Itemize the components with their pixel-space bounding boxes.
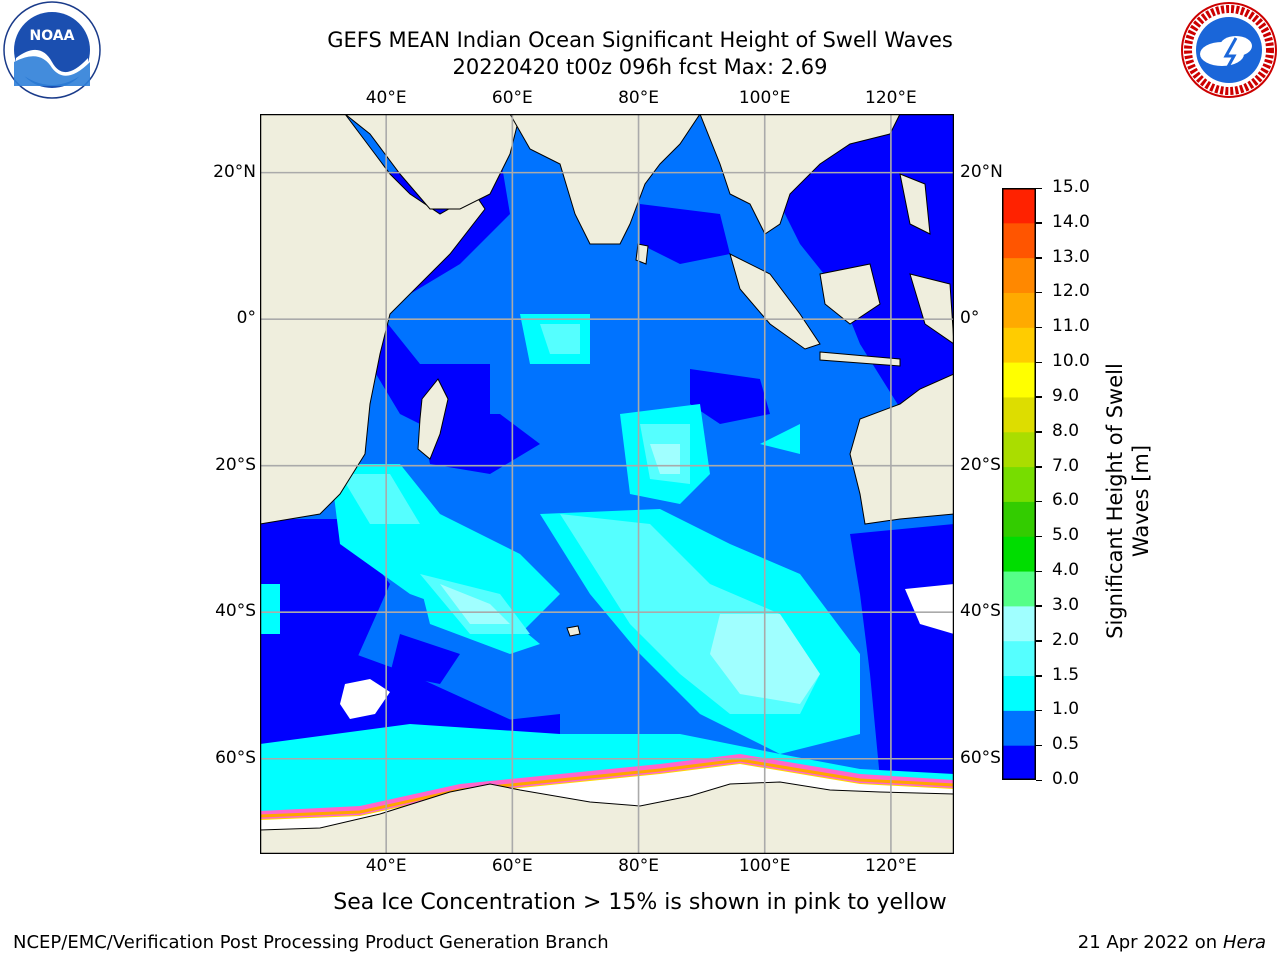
- lon-tick-label: 40°E: [365, 88, 407, 108]
- colorbar-segment: [1002, 466, 1036, 502]
- lon-tick-label: 120°E: [865, 88, 917, 108]
- colorbar-tick-label: 5.0: [1052, 525, 1080, 546]
- antarctica-land: [260, 781, 954, 854]
- noaa-logo: NOAA: [0, 0, 104, 104]
- india-land: [509, 114, 701, 245]
- lat-tick-label: 60°S: [215, 747, 256, 768]
- nws-logo: [1178, 0, 1280, 102]
- arabia-land: [344, 114, 521, 210]
- footer-right: 21 Apr 2022 on Hera: [1078, 932, 1266, 953]
- colorbar-tick-label: 7.0: [1052, 455, 1080, 476]
- colorbar-segment: [1002, 327, 1036, 363]
- lat-tick-label: 20°S: [215, 454, 256, 475]
- map-grid: [260, 114, 954, 854]
- colorbar-tick-label: 12.0: [1052, 281, 1090, 302]
- lat-tick-label: 60°S: [960, 747, 1001, 768]
- lat-tick-label: 20°S: [960, 454, 1001, 475]
- colorbar-segment: [1002, 605, 1036, 642]
- lon-tick-label: 60°E: [491, 88, 533, 108]
- colorbar-tick-mark: [1036, 361, 1042, 364]
- colorbar-tick-label: 1.5: [1052, 664, 1080, 685]
- lon-tick-label: 60°E: [491, 856, 533, 876]
- chart-title: GEFS MEAN Indian Ocean Significant Heigh…: [327, 28, 953, 52]
- colorbar-tick-label: 11.0: [1052, 316, 1090, 337]
- lat-tick-label: 20°N: [960, 161, 1003, 182]
- colorbar-segment: [1002, 396, 1036, 433]
- colorbar-tick-label: 6.0: [1052, 490, 1080, 511]
- madagascar-land: [417, 378, 449, 460]
- chart-subtitle: 20220420 t00z 096h fcst Max: 2.69: [452, 55, 828, 79]
- colorbar-tick-mark: [1036, 431, 1042, 433]
- colorbar-segment: [1002, 536, 1036, 572]
- colorbar-tick-mark: [1036, 605, 1042, 607]
- colorbar-segment: [1002, 571, 1036, 607]
- footer-host: Hera: [1222, 932, 1266, 953]
- colorbar-segment: [1002, 640, 1036, 677]
- colorbar-segment: [1002, 710, 1036, 746]
- lon-tick-label: 120°E: [865, 856, 917, 876]
- australia-land: [849, 373, 954, 525]
- colorbar-tick-mark: [1036, 570, 1042, 573]
- colorbar-tick-mark: [1036, 187, 1042, 189]
- colorbar-tick-label: 14.0: [1052, 211, 1090, 232]
- colorbar-segment: [1002, 501, 1036, 537]
- colorbar-tick-mark: [1036, 535, 1042, 538]
- colorbar-tick-mark: [1036, 466, 1042, 468]
- colorbar-tick-mark: [1036, 222, 1042, 224]
- lat-tick-label: 40°S: [215, 601, 256, 622]
- map-svg: [259, 113, 955, 855]
- colorbar-segment: [1002, 257, 1036, 293]
- map-panel: [259, 113, 955, 855]
- colorbar-segment: [1002, 362, 1036, 398]
- colorbar-tick-mark: [1036, 257, 1042, 259]
- sumatra-land: [729, 253, 821, 350]
- colorbar-tick-label: 1.0: [1052, 699, 1080, 720]
- colorbar-tick-label: 4.0: [1052, 560, 1080, 581]
- lat-tick-label: 0°: [960, 308, 980, 329]
- colorbar-tick-label: 8.0: [1052, 420, 1080, 441]
- colorbar-tick-mark: [1036, 675, 1042, 677]
- colorbar-segment: [1002, 292, 1036, 328]
- lat-tick-label: 20°N: [213, 161, 256, 182]
- colorbar-segment: [1002, 222, 1036, 259]
- colorbar-label-line2: Waves [m]: [1129, 444, 1153, 558]
- colorbar: [1002, 188, 1036, 781]
- lon-tick-label: 40°E: [365, 856, 407, 876]
- colorbar-tick-mark: [1036, 744, 1042, 747]
- colorbar-tick-label: 3.0: [1052, 594, 1080, 615]
- lon-tick-label: 80°E: [618, 88, 659, 108]
- sea-ice-caption: Sea Ice Concentration > 15% is shown in …: [333, 890, 947, 915]
- colorbar-tick-label: 10.0: [1052, 351, 1090, 372]
- colorbar-segment: [1002, 188, 1036, 224]
- colorbar-segment: [1002, 745, 1036, 781]
- colorbar-tick-mark: [1036, 709, 1042, 712]
- svg-text:NOAA: NOAA: [30, 28, 75, 44]
- lat-tick-label: 0°: [236, 308, 256, 329]
- colorbar-tick-label: 13.0: [1052, 246, 1090, 267]
- colorbar-tick-mark: [1036, 640, 1042, 642]
- colorbar-tick-mark: [1036, 326, 1042, 329]
- colorbar-frame: [1002, 188, 1036, 780]
- colorbar-tick-mark: [1036, 500, 1042, 503]
- lon-tick-label: 80°E: [618, 856, 659, 876]
- colorbar-tick-label: 0.0: [1052, 769, 1080, 789]
- colorbar-label-line1: Significant Height of Swell: [1103, 363, 1127, 639]
- colorbar-tick-label: 9.0: [1052, 385, 1080, 406]
- footer-left: NCEP/EMC/Verification Post Processing Pr…: [13, 932, 609, 953]
- footer-date: 21 Apr 2022 on: [1077, 932, 1223, 953]
- colorbar-tick-label: 15.0: [1052, 177, 1090, 197]
- colorbar-tick-mark: [1036, 291, 1042, 294]
- lon-tick-label: 100°E: [738, 88, 791, 108]
- colorbar-segment: [1002, 675, 1036, 711]
- lat-tick-label: 40°S: [960, 601, 1001, 622]
- colorbar-segment: [1002, 431, 1036, 468]
- colorbar-tick-label: 0.5: [1052, 734, 1080, 755]
- colorbar-tick-label: 2.0: [1052, 629, 1080, 650]
- colorbar-tick-mark: [1036, 396, 1042, 398]
- lon-tick-label: 100°E: [738, 856, 791, 876]
- colorbar-tick-mark: [1036, 779, 1042, 781]
- colorbar-label: Significant Height of Swell Waves [m]: [1102, 336, 1158, 666]
